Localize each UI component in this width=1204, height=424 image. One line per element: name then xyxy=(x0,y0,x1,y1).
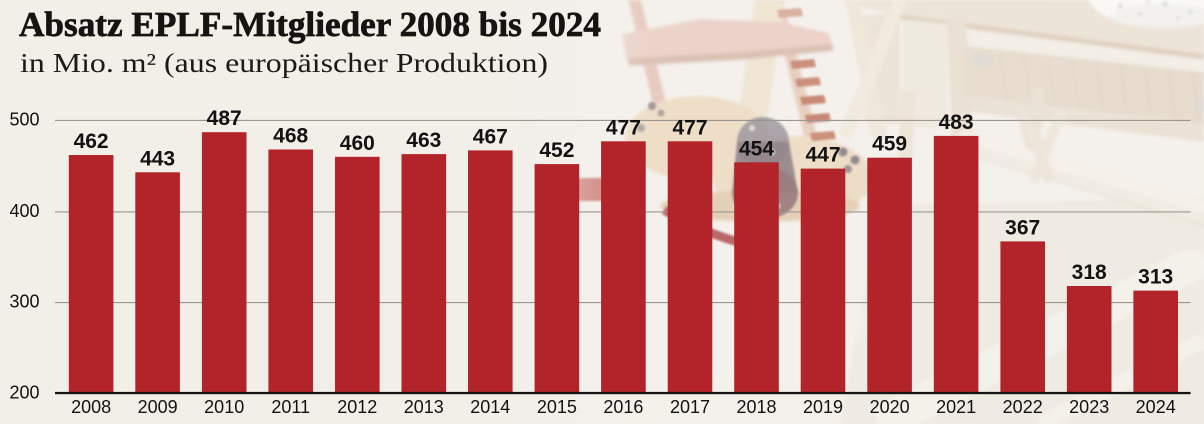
svg-text:2021: 2021 xyxy=(936,397,976,417)
svg-text:2013: 2013 xyxy=(404,397,444,417)
svg-text:2017: 2017 xyxy=(670,397,710,417)
svg-text:468: 468 xyxy=(273,125,308,148)
svg-text:487: 487 xyxy=(207,107,242,130)
svg-text:2023: 2023 xyxy=(1069,397,1109,417)
svg-text:2024: 2024 xyxy=(1136,397,1176,417)
svg-text:447: 447 xyxy=(805,144,840,167)
svg-text:483: 483 xyxy=(939,111,974,134)
svg-text:459: 459 xyxy=(872,133,907,156)
svg-text:367: 367 xyxy=(1005,216,1040,239)
svg-text:452: 452 xyxy=(539,139,574,162)
svg-text:2019: 2019 xyxy=(803,397,843,417)
svg-text:2015: 2015 xyxy=(537,397,577,417)
svg-text:2009: 2009 xyxy=(138,397,178,417)
svg-text:2018: 2018 xyxy=(736,397,776,417)
svg-text:2010: 2010 xyxy=(204,397,244,417)
svg-text:2016: 2016 xyxy=(603,397,643,417)
svg-text:443: 443 xyxy=(140,147,175,170)
svg-text:462: 462 xyxy=(74,130,109,153)
svg-text:2008: 2008 xyxy=(71,397,111,417)
svg-text:460: 460 xyxy=(340,132,375,155)
svg-text:500: 500 xyxy=(9,109,39,129)
svg-text:400: 400 xyxy=(9,201,39,221)
svg-text:318: 318 xyxy=(1072,261,1107,284)
svg-text:2020: 2020 xyxy=(870,397,910,417)
svg-text:200: 200 xyxy=(9,382,39,402)
svg-text:477: 477 xyxy=(672,116,707,139)
svg-text:313: 313 xyxy=(1138,266,1173,289)
svg-text:2022: 2022 xyxy=(1003,397,1043,417)
svg-text:467: 467 xyxy=(473,125,508,148)
svg-text:2012: 2012 xyxy=(337,397,377,417)
svg-text:2011: 2011 xyxy=(271,397,310,417)
svg-text:463: 463 xyxy=(406,129,441,152)
svg-text:300: 300 xyxy=(9,292,39,312)
svg-text:2014: 2014 xyxy=(470,397,510,417)
svg-text:454: 454 xyxy=(739,137,774,160)
svg-text:477: 477 xyxy=(606,116,641,139)
svg-text:in Mio. m² (aus europäischer P: in Mio. m² (aus europäischer Produktion) xyxy=(20,48,548,78)
svg-text:Absatz EPLF-Mitglieder 2008 bi: Absatz EPLF-Mitglieder 2008 bis 2024 xyxy=(19,5,601,44)
